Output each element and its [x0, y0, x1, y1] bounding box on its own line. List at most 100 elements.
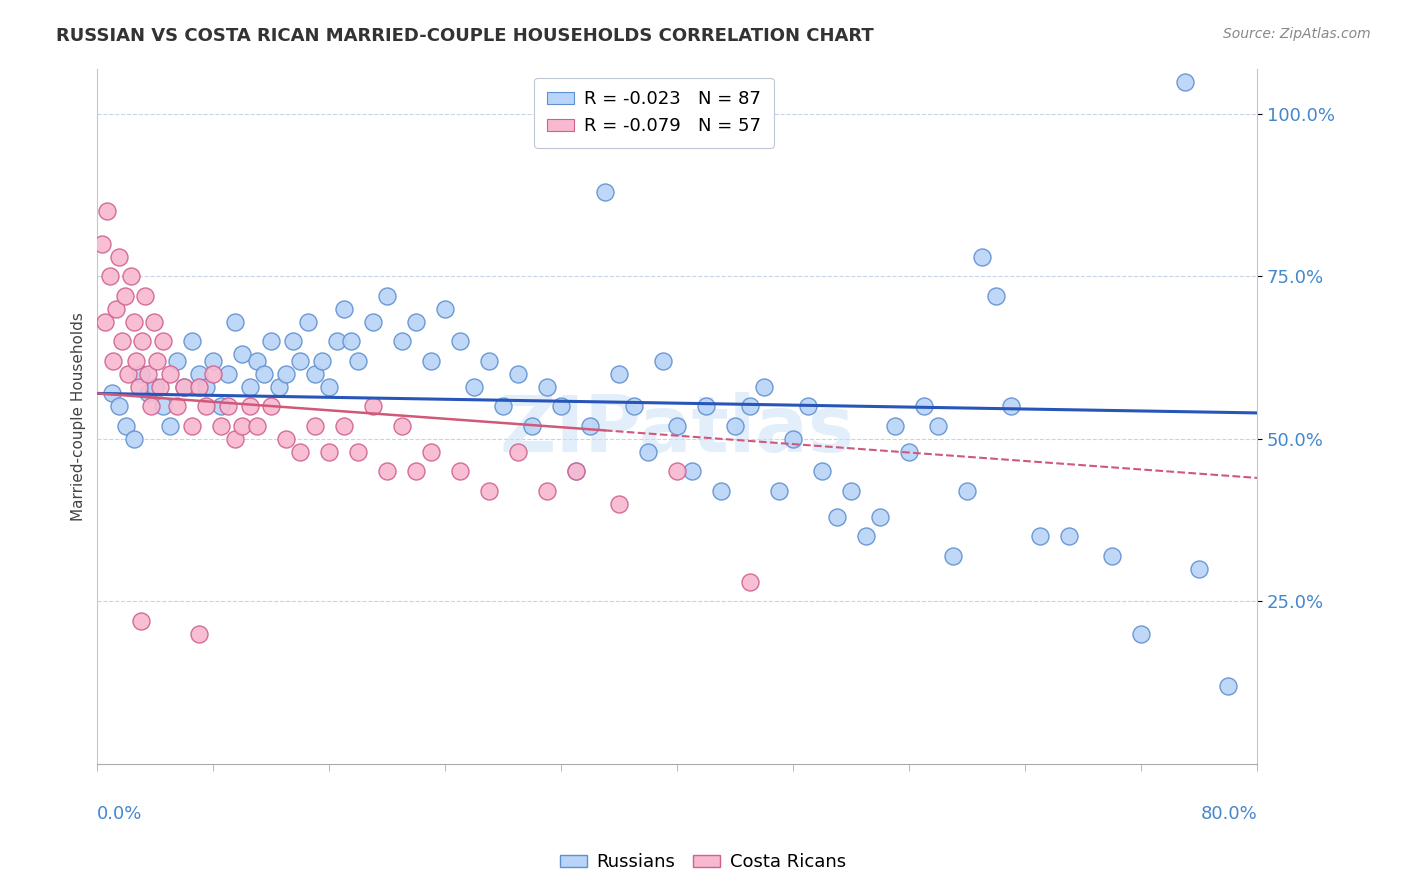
Point: [159, 367, 181, 381]
Point: [195, 400, 218, 414]
Point: [149, 380, 172, 394]
Point: [839, 483, 862, 498]
Point: [260, 334, 283, 349]
Point: [318, 445, 340, 459]
Point: [173, 380, 195, 394]
Point: [1028, 529, 1050, 543]
Point: [311, 354, 333, 368]
Point: [883, 418, 905, 433]
Point: [136, 386, 159, 401]
Point: [869, 509, 891, 524]
Text: ZIPatlas: ZIPatlas: [499, 392, 855, 468]
Point: [187, 367, 209, 381]
Point: [724, 418, 747, 433]
Point: [195, 380, 218, 394]
Point: [115, 418, 138, 433]
Point: [318, 380, 340, 394]
Legend: R = -0.023   N = 87, R = -0.079   N = 57: R = -0.023 N = 87, R = -0.079 N = 57: [534, 78, 775, 148]
Point: [738, 400, 761, 414]
Point: [122, 432, 145, 446]
Point: [231, 347, 253, 361]
Point: [449, 334, 471, 349]
Point: [607, 367, 630, 381]
Point: [217, 400, 239, 414]
Point: [984, 289, 1007, 303]
Point: [260, 400, 283, 414]
Point: [274, 432, 297, 446]
Point: [666, 464, 689, 478]
Point: [281, 334, 304, 349]
Point: [361, 315, 384, 329]
Point: [1188, 562, 1211, 576]
Point: [267, 380, 290, 394]
Point: [122, 315, 145, 329]
Point: [796, 400, 818, 414]
Point: [96, 204, 118, 219]
Point: [564, 464, 586, 478]
Point: [290, 445, 312, 459]
Point: [391, 418, 413, 433]
Point: [550, 400, 572, 414]
Point: [1057, 529, 1080, 543]
Point: [120, 269, 142, 284]
Point: [108, 400, 131, 414]
Point: [651, 354, 673, 368]
Point: [246, 354, 269, 368]
Point: [142, 315, 165, 329]
Point: [103, 354, 125, 368]
Point: [391, 334, 413, 349]
Point: [434, 301, 457, 316]
Text: Source: ZipAtlas.com: Source: ZipAtlas.com: [1223, 27, 1371, 41]
Point: [131, 334, 153, 349]
Point: [238, 380, 260, 394]
Point: [912, 400, 935, 414]
Point: [180, 418, 202, 433]
Point: [231, 418, 253, 433]
Text: 80.0%: 80.0%: [1201, 805, 1257, 823]
Point: [333, 418, 356, 433]
Point: [956, 483, 979, 498]
Point: [166, 354, 188, 368]
Point: [506, 445, 529, 459]
Point: [304, 367, 326, 381]
Point: [361, 400, 384, 414]
Point: [492, 400, 515, 414]
Point: [1174, 74, 1197, 88]
Point: [253, 367, 276, 381]
Point: [536, 380, 558, 394]
Point: [209, 418, 232, 433]
Point: [202, 367, 225, 381]
Point: [187, 380, 209, 394]
Point: [146, 354, 169, 368]
Point: [637, 445, 659, 459]
Point: [375, 464, 398, 478]
Point: [129, 367, 152, 381]
Point: [101, 386, 124, 401]
Point: [463, 380, 485, 394]
Point: [754, 380, 776, 394]
Point: [114, 289, 136, 303]
Point: [695, 400, 717, 414]
Point: [246, 418, 269, 433]
Point: [522, 418, 544, 433]
Point: [187, 627, 209, 641]
Point: [405, 315, 427, 329]
Point: [738, 574, 761, 589]
Point: [224, 315, 246, 329]
Point: [927, 418, 949, 433]
Point: [217, 367, 239, 381]
Point: [290, 354, 312, 368]
Point: [898, 445, 921, 459]
Point: [340, 334, 363, 349]
Point: [970, 250, 993, 264]
Point: [93, 315, 115, 329]
Point: [855, 529, 877, 543]
Text: 0.0%: 0.0%: [97, 805, 143, 823]
Point: [811, 464, 834, 478]
Point: [347, 354, 370, 368]
Point: [159, 418, 181, 433]
Point: [607, 497, 630, 511]
Point: [623, 400, 645, 414]
Point: [125, 354, 148, 368]
Point: [506, 367, 529, 381]
